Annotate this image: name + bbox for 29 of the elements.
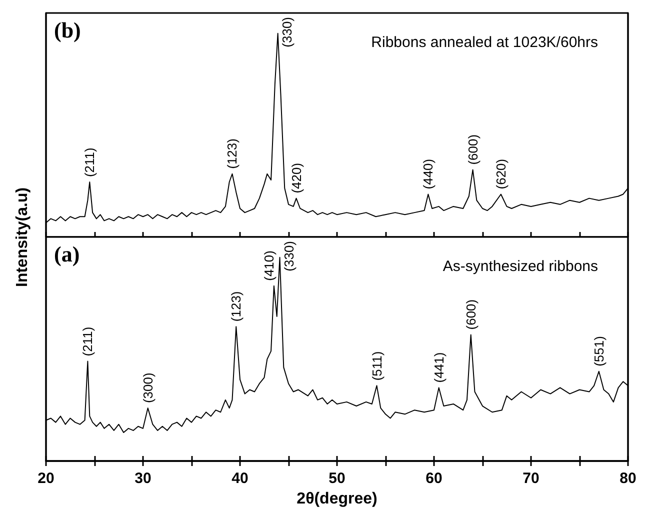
x-axis-title: 2θ(degree) — [296, 490, 378, 508]
annotation: (330) — [281, 240, 296, 272]
annotation: (511) — [369, 351, 384, 381]
x-tick-label: 30 — [134, 470, 152, 487]
annotation: (211) — [82, 148, 98, 178]
annotation: (211) — [80, 326, 96, 356]
annotation: (123) — [228, 291, 244, 322]
x-tick-label: 80 — [620, 470, 636, 487]
annotation: (440) — [420, 158, 436, 190]
annotation: (330) — [279, 16, 294, 48]
annotation: (600) — [463, 299, 478, 330]
x-tick-label: 50 — [328, 470, 346, 487]
x-tick-label: 20 — [38, 470, 54, 487]
x-tick-label: 60 — [426, 470, 442, 487]
x-tick-label: 40 — [232, 470, 248, 487]
y-axis-title: Intensity(a.u) — [14, 187, 32, 287]
annotation: (123) — [224, 138, 240, 169]
x-tick-label: 70 — [522, 470, 540, 487]
annotation: (410) — [261, 250, 276, 281]
annotation: (600) — [465, 134, 480, 165]
annotation: (b) — [54, 18, 81, 42]
annotation: (620) — [493, 158, 508, 190]
annotation: (441) — [431, 352, 446, 383]
annotation: Ribbons annealed at 1023K/60hrs — [371, 34, 598, 51]
annotation: As-synthesized ribbons — [442, 258, 598, 275]
annotation: (551) — [591, 336, 606, 366]
annotation: (420) — [288, 162, 304, 194]
annotation: (300) — [140, 372, 156, 404]
annotation: (a) — [54, 242, 80, 266]
